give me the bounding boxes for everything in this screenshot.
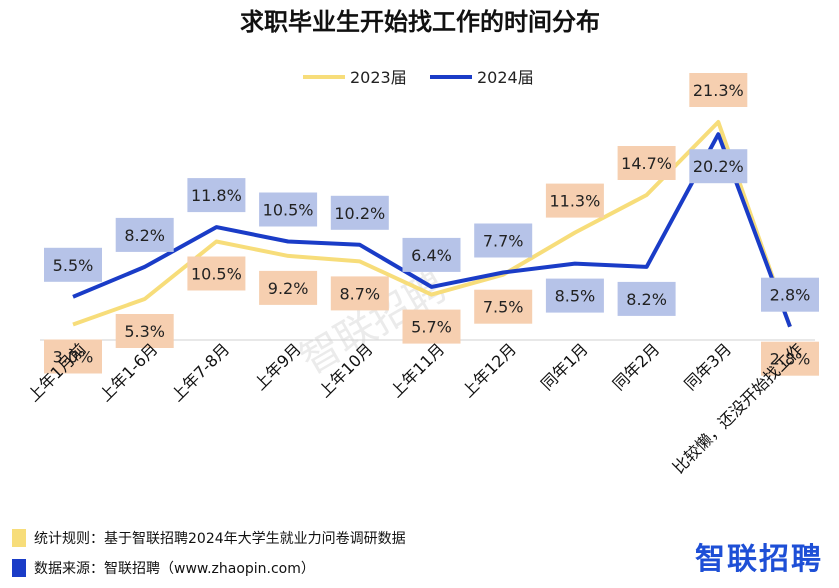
data-label-2023-5: 5.7% <box>402 309 461 344</box>
data-label-2024-5: 6.4% <box>402 237 461 272</box>
series-line-2023 <box>72 120 792 328</box>
data-label-text: 10.5% <box>263 201 314 220</box>
data-label-2023-9: 21.3% <box>689 73 748 107</box>
data-label-text: 11.8% <box>191 186 242 205</box>
data-label-2024-2: 11.8% <box>187 178 246 213</box>
data-label-box <box>259 270 318 305</box>
data-label-2024-0: 5.5% <box>44 247 102 282</box>
legend: 2023届 2024届 <box>303 68 534 87</box>
data-label-2024-7: 8.5% <box>545 278 604 313</box>
footer-source-text: 数据来源：智联招聘（www.zhaopin.com） <box>34 561 315 577</box>
data-label-2023-8: 14.7% <box>617 146 676 180</box>
x-tick-label-2: 上年7-8月 <box>167 339 233 405</box>
data-label-box <box>330 195 389 230</box>
x-tick-label-7: 同年1月 <box>537 339 592 394</box>
data-label-2023-7: 11.3% <box>545 183 604 218</box>
data-label-text: 5.7% <box>411 318 452 337</box>
data-label-box <box>187 256 246 291</box>
data-label-box <box>689 73 748 107</box>
data-label-text: 2.8% <box>770 286 811 305</box>
data-label-box <box>474 289 533 324</box>
data-label-2023-3: 9.2% <box>259 270 318 305</box>
footer-swatch-blue <box>12 559 26 577</box>
data-label-2023-6: 7.5% <box>474 289 533 324</box>
data-label-box <box>761 277 819 312</box>
footer-swatch-yellow <box>12 529 26 547</box>
data-label-2023-4: 8.7% <box>330 276 389 311</box>
footer-rule-text: 统计规则：基于智联招聘2024年大学生就业力问卷调研数据 <box>34 531 406 547</box>
data-label-2023-1: 5.3% <box>115 314 174 348</box>
data-label-2024-9: 20.2% <box>689 149 748 184</box>
data-label-2023-0: 3.0% <box>44 339 102 374</box>
x-tick-layer: 上年1月前 上年1-6月 上年7-8月 上年9月 上年10月 上年11月 上年12月 同年1月… <box>24 339 807 477</box>
x-tick-label-6: 上年12月 <box>458 339 520 401</box>
data-label-text: 20.2% <box>693 157 744 176</box>
data-label-text: 8.2% <box>626 290 667 309</box>
data-label-box <box>330 276 389 311</box>
data-label-2023-2: 10.5% <box>187 256 246 291</box>
brand-logo: 智联招聘 <box>695 542 823 577</box>
legend-label-2023: 2023届 <box>350 68 407 87</box>
series-line-2024 <box>72 132 792 328</box>
data-label-box <box>44 247 102 282</box>
data-label-2024-6: 7.7% <box>474 223 533 258</box>
legend-label-2024: 2024届 <box>477 68 534 87</box>
data-label-text: 8.2% <box>124 226 165 245</box>
data-label-box <box>545 183 604 218</box>
data-label-text: 5.5% <box>53 256 94 275</box>
data-label-box <box>617 146 676 180</box>
x-tick-label-9: 同年3月 <box>681 339 736 394</box>
data-label-box <box>689 149 748 184</box>
data-label-layer: 3.0% 5.5% 5.3% 8.2% 10.5% 11.8% 9.2% 10.5% 8.7% 1… <box>44 73 819 376</box>
x-tick-label-1: 上年1-6月 <box>96 339 162 405</box>
data-label-box <box>44 339 102 374</box>
data-label-text: 21.3% <box>693 81 744 100</box>
data-label-2024-10: 2.8% <box>761 277 819 312</box>
data-label-box <box>545 278 604 313</box>
data-label-2024-3: 10.5% <box>259 192 318 227</box>
data-label-box <box>115 217 174 252</box>
footer-rule: 统计规则：基于智联招聘2024年大学生就业力问卷调研数据 <box>12 528 406 548</box>
data-label-2024-8: 8.2% <box>617 281 676 316</box>
data-label-text: 8.5% <box>555 287 596 306</box>
x-tick-label-5: 上年11月 <box>387 339 449 401</box>
data-label-box <box>617 281 676 316</box>
data-label-text: 2.8% <box>770 350 811 369</box>
data-label-text: 3.0% <box>53 348 94 367</box>
data-label-box <box>761 341 819 376</box>
line-chart: 求职毕业生开始找工作的时间分布 2023届 2024届 智联招聘 3.0%5.5… <box>24 8 819 477</box>
data-label-box <box>402 309 461 344</box>
x-tick-label-8: 同年2月 <box>609 339 664 394</box>
data-label-box <box>115 314 174 348</box>
data-label-box <box>187 178 246 213</box>
data-label-2024-1: 8.2% <box>115 217 174 252</box>
x-tick-label-3: 上年9月 <box>250 339 305 394</box>
data-label-text: 10.5% <box>191 265 242 284</box>
data-label-text: 8.7% <box>339 284 380 303</box>
data-label-text: 9.2% <box>268 279 309 298</box>
data-label-text: 7.5% <box>483 298 524 317</box>
data-label-box <box>259 192 318 227</box>
data-label-box <box>474 223 533 258</box>
data-label-box <box>402 237 461 272</box>
data-label-text: 5.3% <box>124 322 165 341</box>
data-label-2024-4: 10.2% <box>330 195 389 230</box>
series-layer <box>72 120 792 328</box>
x-tick-label-10: 比较懒，还没开始找工作 <box>669 339 807 477</box>
data-label-text: 11.3% <box>549 192 600 211</box>
footer-source: 数据来源：智联招聘（www.zhaopin.com） <box>12 558 315 578</box>
data-label-text: 6.4% <box>411 246 452 265</box>
data-label-text: 14.7% <box>621 154 672 173</box>
data-label-text: 10.2% <box>334 204 385 223</box>
chart-title: 求职毕业生开始找工作的时间分布 <box>240 8 600 36</box>
data-label-2023-10: 2.8% <box>761 341 819 376</box>
data-label-text: 7.7% <box>483 232 524 251</box>
